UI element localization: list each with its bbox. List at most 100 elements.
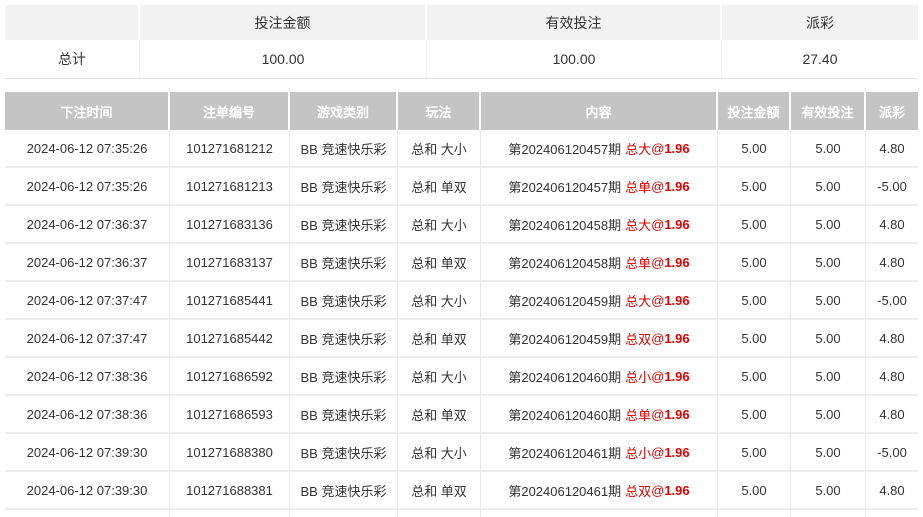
play-type-cell: 总和 大小 (398, 282, 481, 318)
summary-corner-cell (5, 5, 140, 40)
summary-total-row: 总计 100.00 100.00 27.40 (5, 40, 918, 79)
table-row-partial (5, 510, 918, 517)
valid-bet-cell: 5.00 (791, 472, 866, 508)
period-text: 第202406120459期 (508, 293, 622, 309)
bet-amount-cell: 5.00 (718, 320, 791, 356)
summary-header-payout: 派彩 (722, 5, 918, 40)
bet-amount-cell: 5.00 (718, 244, 791, 280)
bet-time-cell: 2024-06-12 07:37:47 (5, 320, 170, 356)
table-body: 2024-06-12 07:35:26 101271681212 BB 竞速快乐… (5, 130, 918, 510)
table-row: 2024-06-12 07:38:36 101271686593 BB 竞速快乐… (5, 396, 918, 434)
at-symbol: @ (651, 216, 665, 232)
order-id-cell: 101271681212 (170, 130, 290, 166)
table-row: 2024-06-12 07:37:47 101271685441 BB 竞速快乐… (5, 282, 918, 320)
pick-text: 总大 (625, 217, 652, 233)
pick-text: 总双 (625, 331, 652, 347)
pick-text: 总大 (625, 141, 652, 157)
game-category-cell: BB 竞速快乐彩 (290, 320, 398, 356)
play-type-cell: 总和 单双 (398, 320, 481, 356)
game-category-cell: BB 竞速快乐彩 (290, 472, 398, 508)
pick-text: 总单 (625, 179, 652, 195)
bet-time-cell: 2024-06-12 07:38:36 (5, 396, 170, 432)
period-text: 第202406120460期 (508, 369, 622, 385)
payout-cell (866, 510, 918, 517)
payout-cell: 4.80 (879, 368, 905, 384)
at-symbol: @ (651, 140, 665, 156)
game-category-cell (290, 510, 398, 517)
content-cell: 第202406120459期 总大 @1.96 (481, 282, 718, 318)
header-order-id: 注单编号 (170, 92, 290, 130)
bet-time-cell: 2024-06-12 07:39:30 (5, 434, 170, 470)
at-symbol: @ (651, 330, 665, 346)
header-bet-amount: 投注金额 (718, 92, 791, 130)
bet-time-cell: 2024-06-12 07:35:26 (5, 168, 170, 204)
odds-text: 1.96 (664, 216, 690, 232)
header-play-type: 玩法 (398, 92, 481, 130)
at-symbol: @ (651, 444, 665, 460)
table-row: 2024-06-12 07:38:36 101271686592 BB 竞速快乐… (5, 358, 918, 396)
play-type-cell: 总和 单双 (398, 168, 481, 204)
valid-bet-cell: 5.00 (791, 320, 866, 356)
bet-amount-cell: 5.00 (718, 434, 791, 470)
period-text: 第202406120461期 (508, 483, 622, 499)
content-cell: 第202406120461期 总双 @1.96 (481, 472, 718, 508)
table-row: 2024-06-12 07:39:30 101271688381 BB 竞速快乐… (5, 472, 918, 510)
header-content: 内容 (481, 92, 718, 130)
play-type-cell: 总和 单双 (398, 396, 481, 432)
order-id-cell (170, 510, 290, 517)
bet-amount-cell: 5.00 (718, 130, 791, 166)
period-text: 第202406120457期 (508, 179, 622, 195)
content-cell (481, 510, 718, 517)
header-payout: 派彩 (866, 92, 918, 130)
table-header-row: 下注时间 注单编号 游戏类别 玩法 内容 投注金额 有效投注 派彩 (5, 92, 918, 130)
payout-cell: 4.80 (879, 330, 905, 346)
payout-cell: 4.80 (879, 254, 905, 270)
odds-text: 1.96 (664, 444, 690, 460)
bet-time-cell: 2024-06-12 07:36:37 (5, 206, 170, 242)
order-id-cell: 101271683137 (170, 244, 290, 280)
content-cell: 第202406120460期 总小 @1.96 (481, 358, 718, 394)
payout-cell: -5.00 (877, 292, 907, 308)
period-text: 第202406120458期 (508, 217, 622, 233)
order-id-cell: 101271688380 (170, 434, 290, 470)
bet-amount-cell: 5.00 (718, 206, 791, 242)
content-cell: 第202406120458期 总大 @1.96 (481, 206, 718, 242)
bet-time-cell: 2024-06-12 07:38:36 (5, 358, 170, 394)
order-id-cell: 101271686593 (170, 396, 290, 432)
table-row: 2024-06-12 07:36:37 101271683137 BB 竞速快乐… (5, 244, 918, 282)
header-game-category: 游戏类别 (290, 92, 398, 130)
period-text: 第202406120458期 (508, 255, 622, 271)
play-type-cell: 总和 单双 (398, 472, 481, 508)
bet-records-table: 下注时间 注单编号 游戏类别 玩法 内容 投注金额 有效投注 派彩 2024-0… (5, 92, 918, 517)
valid-bet-cell: 5.00 (791, 282, 866, 318)
summary-total-valid-bet: 100.00 (427, 40, 722, 78)
valid-bet-cell: 5.00 (791, 358, 866, 394)
bet-time-cell: 2024-06-12 07:36:37 (5, 244, 170, 280)
payout-cell: -5.00 (877, 178, 907, 194)
play-type-cell: 总和 大小 (398, 206, 481, 242)
odds-text: 1.96 (664, 292, 690, 308)
play-type-cell: 总和 单双 (398, 244, 481, 280)
odds-text: 1.96 (664, 178, 690, 194)
pick-text: 总单 (625, 407, 652, 423)
valid-bet-cell: 5.00 (791, 396, 866, 432)
summary-total-bet-amount: 100.00 (140, 40, 427, 78)
table-row: 2024-06-12 07:39:30 101271688380 BB 竞速快乐… (5, 434, 918, 472)
pick-text: 总小 (625, 369, 652, 385)
odds-text: 1.96 (664, 368, 690, 384)
header-valid-bet: 有效投注 (791, 92, 866, 130)
at-symbol: @ (651, 482, 665, 498)
bet-amount-cell: 5.00 (718, 396, 791, 432)
play-type-cell: 总和 大小 (398, 434, 481, 470)
content-cell: 第202406120460期 总单 @1.96 (481, 396, 718, 432)
pick-text: 总双 (625, 483, 652, 499)
valid-bet-cell: 5.00 (791, 206, 866, 242)
summary-total-label: 总计 (5, 40, 140, 78)
order-id-cell: 101271685441 (170, 282, 290, 318)
game-category-cell: BB 竞速快乐彩 (290, 282, 398, 318)
bet-time-cell (5, 510, 170, 517)
content-cell: 第202406120458期 总单 @1.96 (481, 244, 718, 280)
table-row: 2024-06-12 07:36:37 101271683136 BB 竞速快乐… (5, 206, 918, 244)
order-id-cell: 101271686592 (170, 358, 290, 394)
